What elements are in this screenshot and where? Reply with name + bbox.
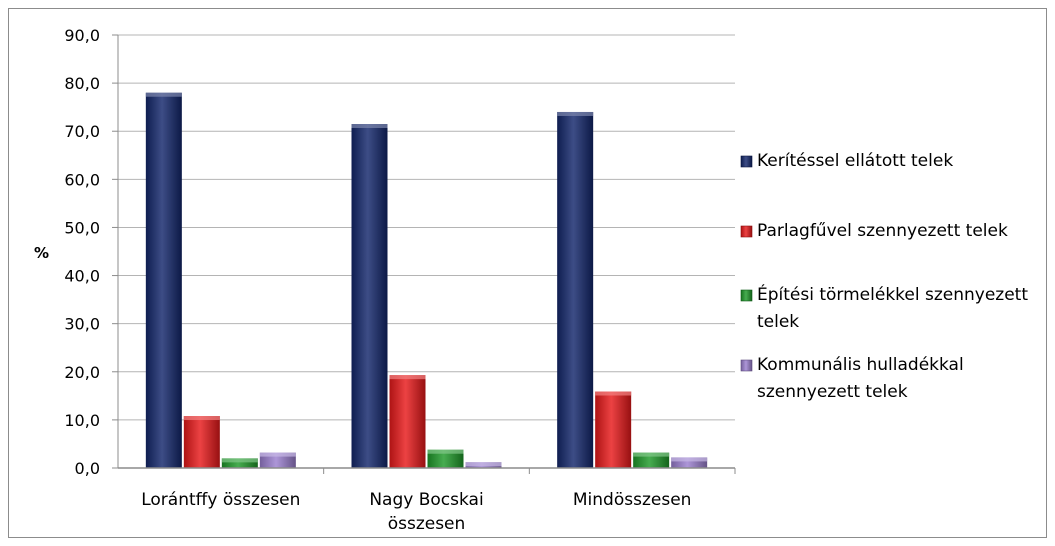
y-tick-label: 50,0 [64, 218, 100, 237]
category-label: Lorántffy összesen [141, 490, 300, 510]
bar-top-highlight [390, 375, 426, 379]
bar [595, 392, 631, 468]
y-tick-label: 20,0 [64, 363, 100, 382]
legend-entry-label: Parlagfűvel szennyezett telek [757, 221, 1008, 241]
bar-top-highlight [222, 458, 258, 462]
y-tick-label: 10,0 [64, 411, 100, 430]
legend-entry-label: telek [757, 312, 799, 332]
gridlines [118, 35, 735, 420]
bar-top-highlight [352, 124, 388, 128]
y-tick-label: 70,0 [64, 122, 100, 141]
bars [146, 93, 707, 468]
legend-entry-label: Építési törmelékkel szennyezett [757, 283, 1028, 305]
bar-top-highlight [428, 450, 464, 454]
x-axis [118, 35, 735, 474]
bar-top-highlight [466, 462, 502, 466]
y-tick-label: 90,0 [64, 26, 100, 45]
bar [146, 93, 182, 468]
legend-swatch [741, 226, 752, 237]
bar-top-highlight [633, 453, 669, 457]
category-label: összesen [388, 514, 466, 534]
bar [184, 416, 220, 468]
bar-top-highlight [146, 93, 182, 97]
y-tick-label: 80,0 [64, 74, 100, 93]
bar [557, 112, 593, 468]
legend-entry-label: Kerítéssel ellátott telek [757, 151, 953, 171]
y-tick-label: 0,0 [75, 459, 100, 478]
legend-swatch [741, 290, 752, 301]
bar-top-highlight [184, 416, 220, 420]
category-label: Mindösszesen [573, 490, 692, 510]
legend: Kerítéssel ellátott telek Parlagfűvel sze… [741, 151, 1028, 402]
legend-swatch [741, 360, 752, 371]
legend-swatch [741, 156, 752, 167]
bar-top-highlight [557, 112, 593, 116]
bar-top-highlight [671, 457, 707, 461]
y-axis-ticks: 0,0 10,0 20,0 30,0 40,0 50,0 60,0 70,0 80,0 90,0 [64, 26, 118, 478]
category-labels: Lorántffy összesen Nagy Bocskai összesen Mi… [141, 490, 691, 534]
y-tick-label: 40,0 [64, 267, 100, 286]
y-tick-label: 60,0 [64, 170, 100, 189]
y-tick-label: 30,0 [64, 315, 100, 334]
legend-entry-label: szennyezett telek [757, 382, 908, 402]
bar [352, 124, 388, 468]
category-label: Nagy Bocskai [369, 490, 483, 510]
y-axis-title: % [34, 244, 49, 262]
bar-top-highlight [260, 453, 296, 457]
bar [390, 375, 426, 468]
bar-top-highlight [595, 392, 631, 396]
legend-entry-label: Kommunális hulladékkal [757, 355, 964, 375]
